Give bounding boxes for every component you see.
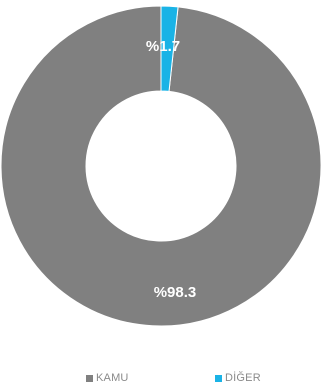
chart-legend: KAMU DİĞER [0,372,321,386]
legend-swatch-kamu [86,374,93,382]
legend-item-diger: DİĞER [215,372,261,384]
legend-swatch-diger [215,374,222,382]
slice-label-diger: %1.7 [146,38,180,55]
donut-slice-diger [160,5,179,92]
legend-item-kamu: KAMU [86,372,129,384]
donut-slice-kamu [0,5,321,327]
donut-chart: %98.3 %1.7 [0,5,321,327]
legend-label-kamu: KAMU [96,372,129,384]
slice-label-kamu: %98.3 [154,284,197,301]
legend-label-diger: DİĞER [225,372,261,384]
